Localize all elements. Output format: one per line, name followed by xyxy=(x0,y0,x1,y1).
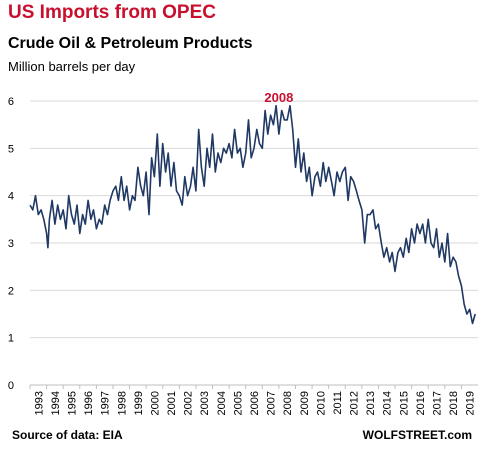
x-tick-label: 1998 xyxy=(116,391,128,415)
source-note: Source of data: EIA xyxy=(12,428,123,442)
chart-title: US Imports from OPEC xyxy=(8,2,216,23)
x-tick-label: 2003 xyxy=(199,391,211,415)
x-tick-label: 2002 xyxy=(183,391,195,415)
x-tick-label: 2017 xyxy=(432,391,444,415)
x-tick-label: 2016 xyxy=(415,391,427,415)
x-tick-label: 2007 xyxy=(266,391,278,415)
x-tick-label: 2001 xyxy=(166,391,178,415)
x-tick-label: 1997 xyxy=(100,391,112,415)
y-tick-label: 0 xyxy=(8,380,14,392)
y-tick-label: 5 xyxy=(8,143,14,155)
x-tick-label: 2004 xyxy=(216,391,228,415)
series-line xyxy=(29,104,476,325)
chart-subtitle: Crude Oil & Petroleum Products xyxy=(8,35,253,52)
x-tick-label: 1995 xyxy=(66,391,78,415)
x-tick-label: 2010 xyxy=(315,391,327,415)
series-layer xyxy=(29,104,476,325)
x-tick-label: 2011 xyxy=(332,391,344,415)
x-tick-label: 2005 xyxy=(232,391,244,415)
x-axis: 1993 1994 1995 1996 1997 1998 1999 2000 2001 2002… xyxy=(29,384,478,415)
annotation-label: 2008 xyxy=(264,90,293,105)
unit-label: Million barrels per day xyxy=(8,59,136,74)
x-tick-label: 2013 xyxy=(365,391,377,415)
x-tick-label: 2012 xyxy=(349,391,361,415)
brand-label: WOLFSTREET.com xyxy=(362,428,472,442)
x-tick-label: 1993 xyxy=(33,391,45,415)
y-tick-label: 3 xyxy=(8,238,14,250)
x-tick-label: 2000 xyxy=(149,391,161,415)
x-tick-label: 1999 xyxy=(133,391,145,415)
annotations: 2008 xyxy=(264,90,293,105)
x-tick-label: 2018 xyxy=(448,391,460,415)
x-tick-label: 2008 xyxy=(282,391,294,415)
x-tick-label: 1996 xyxy=(83,391,95,415)
x-tick-label: 2009 xyxy=(299,391,311,415)
x-tick-label: 1994 xyxy=(50,391,62,415)
x-tick-label: 2014 xyxy=(382,391,394,415)
y-tick-label: 1 xyxy=(8,333,14,345)
y-tick-label: 6 xyxy=(8,96,14,108)
y-tick-label: 4 xyxy=(8,191,14,203)
x-tick-label: 2015 xyxy=(398,391,410,415)
y-axis: 0 1 2 3 4 5 6 xyxy=(8,96,14,392)
x-tick-label: 2006 xyxy=(249,391,261,415)
y-tick-label: 2 xyxy=(8,285,14,297)
x-tick-label: 2019 xyxy=(465,391,477,415)
